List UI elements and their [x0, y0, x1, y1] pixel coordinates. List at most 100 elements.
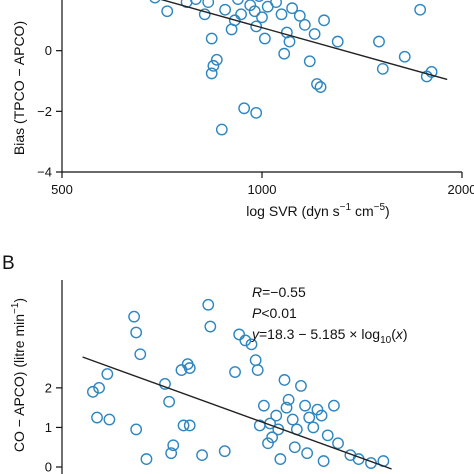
panel-b-data-point	[282, 393, 295, 406]
panel-a-data-point	[286, 2, 299, 15]
panel-a-data-point	[207, 59, 220, 72]
panel-b-data-point	[204, 320, 217, 333]
panel-a-data-point	[250, 106, 263, 119]
panel-a-x-axis-label: log SVR (dyn s−1 cm−5)	[246, 202, 389, 219]
panel-b-data-point	[257, 399, 270, 412]
panel-b-data-point	[101, 368, 114, 380]
panel-a-y-tick-label: −4	[37, 165, 52, 180]
panel-a-data-point	[215, 123, 228, 136]
panel-a-data-point	[258, 32, 271, 45]
panel-a-data-point	[149, 0, 161, 4]
panel-a-data-point	[248, 5, 261, 18]
panel-b-data-point	[249, 354, 262, 367]
panel-b-data-point	[177, 419, 190, 432]
panel-a-data-point	[202, 0, 215, 9]
panel-a-data-point	[376, 62, 389, 75]
panel-b-data-point	[286, 413, 299, 426]
panel-b-data-point	[321, 429, 334, 442]
panel-b-data-point	[175, 364, 188, 376]
panel-b-data-point	[317, 455, 330, 467]
panel-b-p-stat: P<0.01	[252, 305, 297, 321]
panel-a-data-point	[308, 28, 321, 40]
panel-b-data-point	[229, 366, 241, 378]
panel-a-x-tick-label: 500	[51, 182, 73, 197]
panel-a-data-point	[298, 18, 311, 31]
panel-a-y-tick-label: −2	[37, 104, 52, 119]
panel-b-data-point	[130, 423, 143, 436]
panel-b-letter: B	[2, 253, 15, 274]
panel-a-x-tick-label: 1000	[248, 182, 277, 197]
panel-b-data-point	[159, 378, 171, 390]
panel-b-points	[87, 298, 390, 469]
panel-b-data-point	[128, 310, 141, 323]
panel-b-regression-line	[82, 356, 392, 470]
panel-a-data-point	[414, 3, 427, 16]
panel-b-data-point	[301, 447, 314, 460]
panel-b-data-point	[266, 431, 279, 444]
panel-a-regression-line	[160, 0, 448, 81]
panel-b-data-point	[315, 409, 328, 422]
panel-b-data-point	[332, 437, 344, 450]
panel-b-data-point	[218, 445, 231, 458]
panel-a-data-point	[238, 102, 251, 115]
panel-a-data-point	[189, 0, 202, 5]
panel-a-data-point	[398, 50, 411, 63]
panel-a-data-point	[283, 35, 296, 48]
panel-a-data-point	[270, 0, 282, 9]
panel-b-data-point	[299, 399, 311, 412]
panel-a-data-point	[314, 81, 327, 93]
panel-b-data-point	[295, 379, 307, 392]
panel-a-y-tick-label: 0	[45, 43, 52, 58]
panel-b-data-point	[280, 401, 293, 414]
panel-a-data-point	[311, 78, 323, 90]
panel-b-data-point	[270, 409, 283, 422]
panel-b-data-point	[167, 439, 180, 452]
panel-b-data-point	[163, 395, 176, 408]
panel-a-data-point	[232, 0, 244, 5]
panel-b-data-point	[140, 453, 153, 465]
panel-b-data-point	[303, 411, 316, 424]
panel-b-data-point	[253, 419, 266, 432]
panel-b-data-point	[103, 413, 116, 426]
panel-a-data-point	[250, 20, 263, 33]
panel-b-data-point	[239, 334, 252, 347]
panel-a-data-point	[275, 8, 288, 21]
panel-b-r-stat: R=−0.55	[252, 284, 306, 300]
panel-a-y-axis-label: Bias (TPCO − APCO)	[11, 21, 27, 155]
panel-a-x-tick-label: 2000	[448, 182, 474, 197]
panel-b-data-point	[93, 381, 105, 394]
panel-b-data-point	[278, 374, 291, 386]
panel-a-data-point	[205, 32, 218, 45]
panel-b-data-point	[307, 421, 320, 434]
panel-a-data-point	[219, 3, 232, 16]
panel-b-data-point	[134, 348, 147, 361]
panel-a-data-point	[331, 35, 344, 48]
panel-b-data-point	[328, 399, 340, 412]
panel-b-data-point	[87, 385, 99, 398]
panel-b-data-point	[91, 411, 103, 424]
panel-a-y-ticks: 20−2−4	[37, 43, 62, 180]
panel-b-y-tick-label: 2	[45, 380, 52, 395]
panel-a-data-point	[198, 8, 211, 21]
panel-a-data-point	[205, 67, 218, 80]
panel-a-data-point	[425, 66, 438, 78]
panel-b-data-point	[130, 326, 143, 339]
panel-a-data-point	[318, 14, 330, 27]
panel-b: B 2 1 0 CO − APCO) (litre min−1) R=−0.55 P…	[2, 253, 408, 474]
panel-b-data-point	[251, 364, 264, 376]
panel-a-data-point	[373, 35, 385, 48]
panel-b-data-point	[262, 437, 274, 450]
panel-b-data-point	[183, 362, 196, 374]
panel-b-data-point	[245, 338, 258, 351]
panel-b-y-tick-label: 0	[45, 460, 52, 474]
panel-a-x-ticks: 500 1000 2000	[51, 172, 474, 197]
panel-b-data-point	[233, 328, 246, 341]
panel-b-data-point	[288, 441, 301, 454]
panel-a-data-point	[228, 14, 241, 27]
panel-a-data-point	[254, 0, 264, 2]
panel-b-data-point	[196, 449, 208, 462]
panel-b-equation: y=18.3 − 5.185 × log10(x)	[251, 326, 408, 346]
panel-b-y-axis-label: CO − APCO) (litre min−1)	[10, 298, 27, 452]
